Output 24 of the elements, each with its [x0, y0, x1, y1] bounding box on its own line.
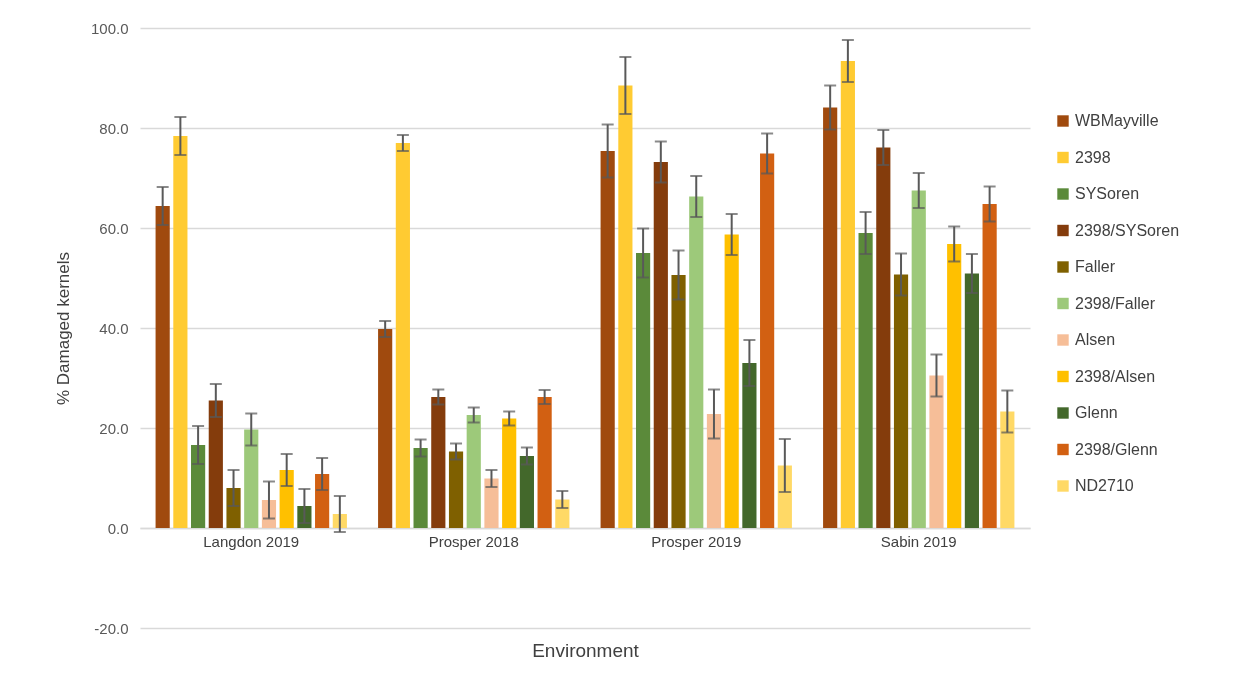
y-tick-label: 0.0: [107, 519, 129, 537]
x-tick-label: Langdon 2019: [203, 532, 300, 550]
y-tick-label: 60.0: [99, 219, 129, 237]
x-tick-label: Sabin 2019: [880, 532, 957, 550]
legend-label: 2398/SYSoren: [1075, 221, 1180, 239]
legend-label: 2398/Faller: [1075, 294, 1156, 312]
legend-label: Alsen: [1075, 331, 1116, 348]
y-tick-label: 100.0: [90, 19, 129, 37]
legend-label: 2398/Alsen: [1075, 367, 1156, 385]
x-tick-label: Prosper 2019: [651, 532, 742, 550]
legend-label: SYSoren: [1075, 185, 1140, 202]
y-tick-label: -20.0: [94, 619, 129, 637]
legend-label: WBMayville: [1075, 112, 1159, 129]
legend-label: ND2710: [1075, 477, 1134, 494]
y-axis-title: % Damaged kernels: [53, 251, 73, 406]
legend-label: Faller: [1075, 258, 1116, 275]
y-tick-label: 40.0: [99, 319, 129, 337]
legend-label: 2398: [1075, 148, 1111, 166]
legend-label: Glenn: [1075, 404, 1118, 421]
y-tick-label: 80.0: [99, 119, 129, 137]
y-tick-label: 20.0: [99, 419, 129, 437]
x-tick-label: Prosper 2018: [428, 532, 519, 550]
x-axis-title: Environment: [532, 639, 640, 661]
legend-label: 2398/Glenn: [1075, 440, 1158, 458]
